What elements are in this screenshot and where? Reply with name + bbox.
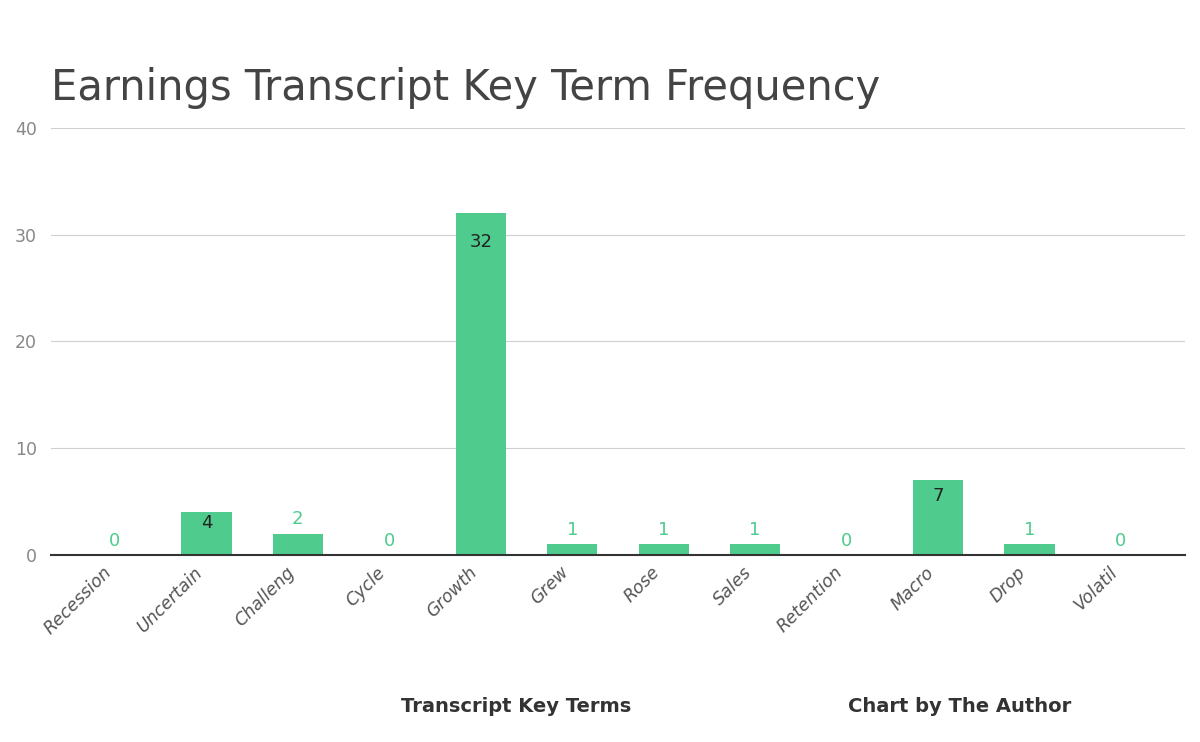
Text: Chart by The Author: Chart by The Author (848, 697, 1072, 716)
Text: 7: 7 (932, 487, 944, 505)
Bar (456, 213, 506, 555)
Text: 0: 0 (841, 531, 852, 550)
Bar (181, 512, 232, 555)
Text: 1: 1 (566, 521, 578, 539)
Text: 1: 1 (658, 521, 670, 539)
Text: 1: 1 (750, 521, 761, 539)
Bar (638, 545, 689, 555)
Text: 4: 4 (200, 514, 212, 532)
Text: 0: 0 (384, 531, 395, 550)
Text: 1: 1 (1024, 521, 1036, 539)
Bar (730, 545, 780, 555)
Text: 32: 32 (469, 234, 492, 252)
Text: 0: 0 (109, 531, 120, 550)
Text: 0: 0 (1115, 531, 1127, 550)
Bar (913, 480, 964, 555)
Text: Earnings Transcript Key Term Frequency: Earnings Transcript Key Term Frequency (50, 67, 880, 109)
Text: Transcript Key Terms: Transcript Key Terms (401, 697, 631, 716)
Bar (272, 533, 323, 555)
Text: 2: 2 (292, 510, 304, 528)
Bar (1004, 545, 1055, 555)
Bar (547, 545, 598, 555)
